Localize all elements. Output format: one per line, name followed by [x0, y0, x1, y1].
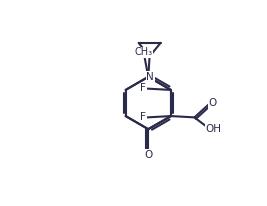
Text: F: F [140, 112, 146, 122]
Text: O: O [208, 98, 217, 108]
Text: OH: OH [205, 124, 221, 134]
Text: N: N [146, 72, 154, 82]
Text: CH₃: CH₃ [134, 47, 152, 57]
Text: F: F [140, 83, 146, 93]
Text: O: O [144, 150, 152, 160]
